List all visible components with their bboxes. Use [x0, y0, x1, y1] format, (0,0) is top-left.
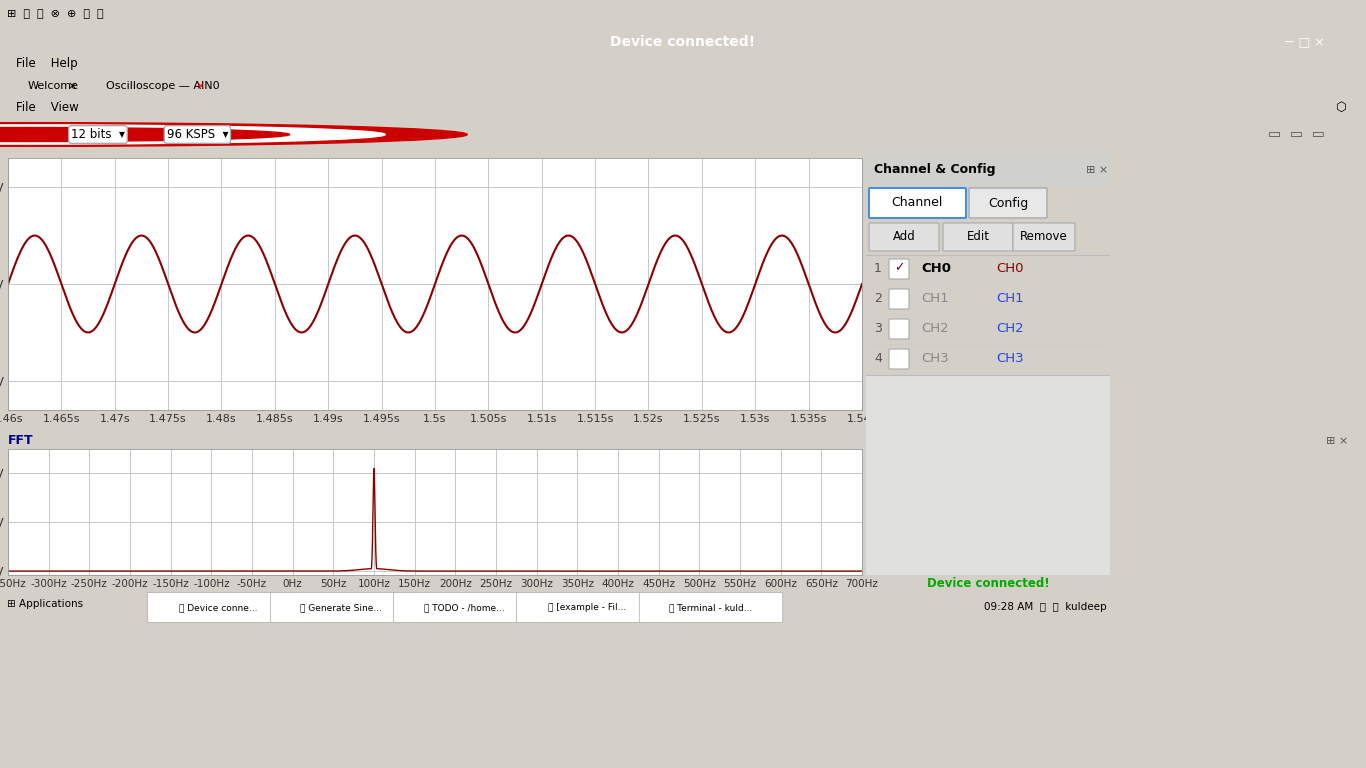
FancyBboxPatch shape — [869, 223, 938, 251]
Text: CH2: CH2 — [921, 322, 948, 335]
Text: ⊞ Applications: ⊞ Applications — [7, 599, 83, 609]
Circle shape — [0, 127, 290, 141]
Text: ▭  ▭  ▭: ▭ ▭ ▭ — [1268, 127, 1325, 141]
Text: Device connected!: Device connected! — [611, 35, 755, 48]
FancyBboxPatch shape — [889, 289, 908, 309]
Text: 3: 3 — [874, 322, 882, 335]
Text: 🖥 Device conne...: 🖥 Device conne... — [179, 603, 258, 612]
FancyBboxPatch shape — [1014, 223, 1075, 251]
Text: Channel & Config: Channel & Config — [874, 164, 996, 177]
Text: ×: × — [67, 81, 76, 91]
Text: Channel: Channel — [891, 197, 943, 210]
FancyBboxPatch shape — [148, 592, 291, 623]
Text: FFT: FFT — [8, 434, 34, 447]
Text: ✓: ✓ — [893, 261, 904, 274]
Text: File    View: File View — [16, 101, 79, 114]
Text: ⊞ ×: ⊞ × — [1086, 165, 1108, 175]
Text: CH1: CH1 — [921, 292, 948, 304]
FancyBboxPatch shape — [869, 188, 966, 218]
Text: CH3: CH3 — [996, 352, 1023, 365]
Text: 2: 2 — [874, 292, 882, 304]
Text: 09:28 AM  🔊  🖥  kuldeep: 09:28 AM 🔊 🖥 kuldeep — [984, 603, 1106, 613]
Text: 📋 TODO - /home...: 📋 TODO - /home... — [423, 603, 505, 612]
Text: Remove: Remove — [1020, 230, 1068, 243]
FancyBboxPatch shape — [393, 592, 537, 623]
Bar — [866, 153, 1111, 187]
Text: CH2: CH2 — [996, 322, 1023, 335]
Text: Oscilloscope — AIN0: Oscilloscope — AIN0 — [105, 81, 219, 91]
Text: 96 KSPS  ▾: 96 KSPS ▾ — [167, 128, 228, 141]
FancyBboxPatch shape — [639, 592, 783, 623]
Text: ×: × — [195, 81, 205, 91]
Text: 1: 1 — [874, 261, 882, 274]
Text: 4: 4 — [874, 352, 882, 365]
Text: CH1: CH1 — [996, 292, 1023, 304]
Text: Add: Add — [892, 230, 915, 243]
FancyBboxPatch shape — [968, 188, 1046, 218]
FancyBboxPatch shape — [270, 592, 414, 623]
FancyBboxPatch shape — [889, 259, 908, 279]
Text: − □ ×: − □ × — [1284, 35, 1325, 48]
Text: 🎵 Generate Sine...: 🎵 Generate Sine... — [301, 603, 382, 612]
Text: CH3: CH3 — [921, 352, 948, 365]
Text: 📄 [example - Fil...: 📄 [example - Fil... — [548, 603, 627, 612]
Circle shape — [0, 125, 385, 144]
Text: File    Help: File Help — [16, 58, 78, 71]
Text: Edit: Edit — [967, 230, 989, 243]
FancyBboxPatch shape — [943, 223, 1014, 251]
Text: ⊞ ×: ⊞ × — [1326, 435, 1348, 445]
FancyBboxPatch shape — [889, 319, 908, 339]
FancyBboxPatch shape — [889, 349, 908, 369]
Text: 🖥 Terminal - kuld...: 🖥 Terminal - kuld... — [668, 603, 753, 612]
Text: CH0: CH0 — [996, 261, 1023, 274]
Bar — [866, 375, 1111, 575]
Circle shape — [0, 123, 467, 147]
Text: ⊞  📁  🦊  ⊗  ⊕  🔊  🖥: ⊞ 📁 🦊 ⊗ ⊕ 🔊 🖥 — [7, 9, 104, 19]
Text: ⬡: ⬡ — [1335, 101, 1346, 114]
Text: 12 bits  ▾: 12 bits ▾ — [71, 128, 124, 141]
Text: Welcome: Welcome — [27, 81, 79, 91]
Text: CH0: CH0 — [921, 261, 951, 274]
Text: Config: Config — [988, 197, 1029, 210]
Text: Device connected!: Device connected! — [926, 577, 1049, 590]
FancyBboxPatch shape — [516, 592, 660, 623]
